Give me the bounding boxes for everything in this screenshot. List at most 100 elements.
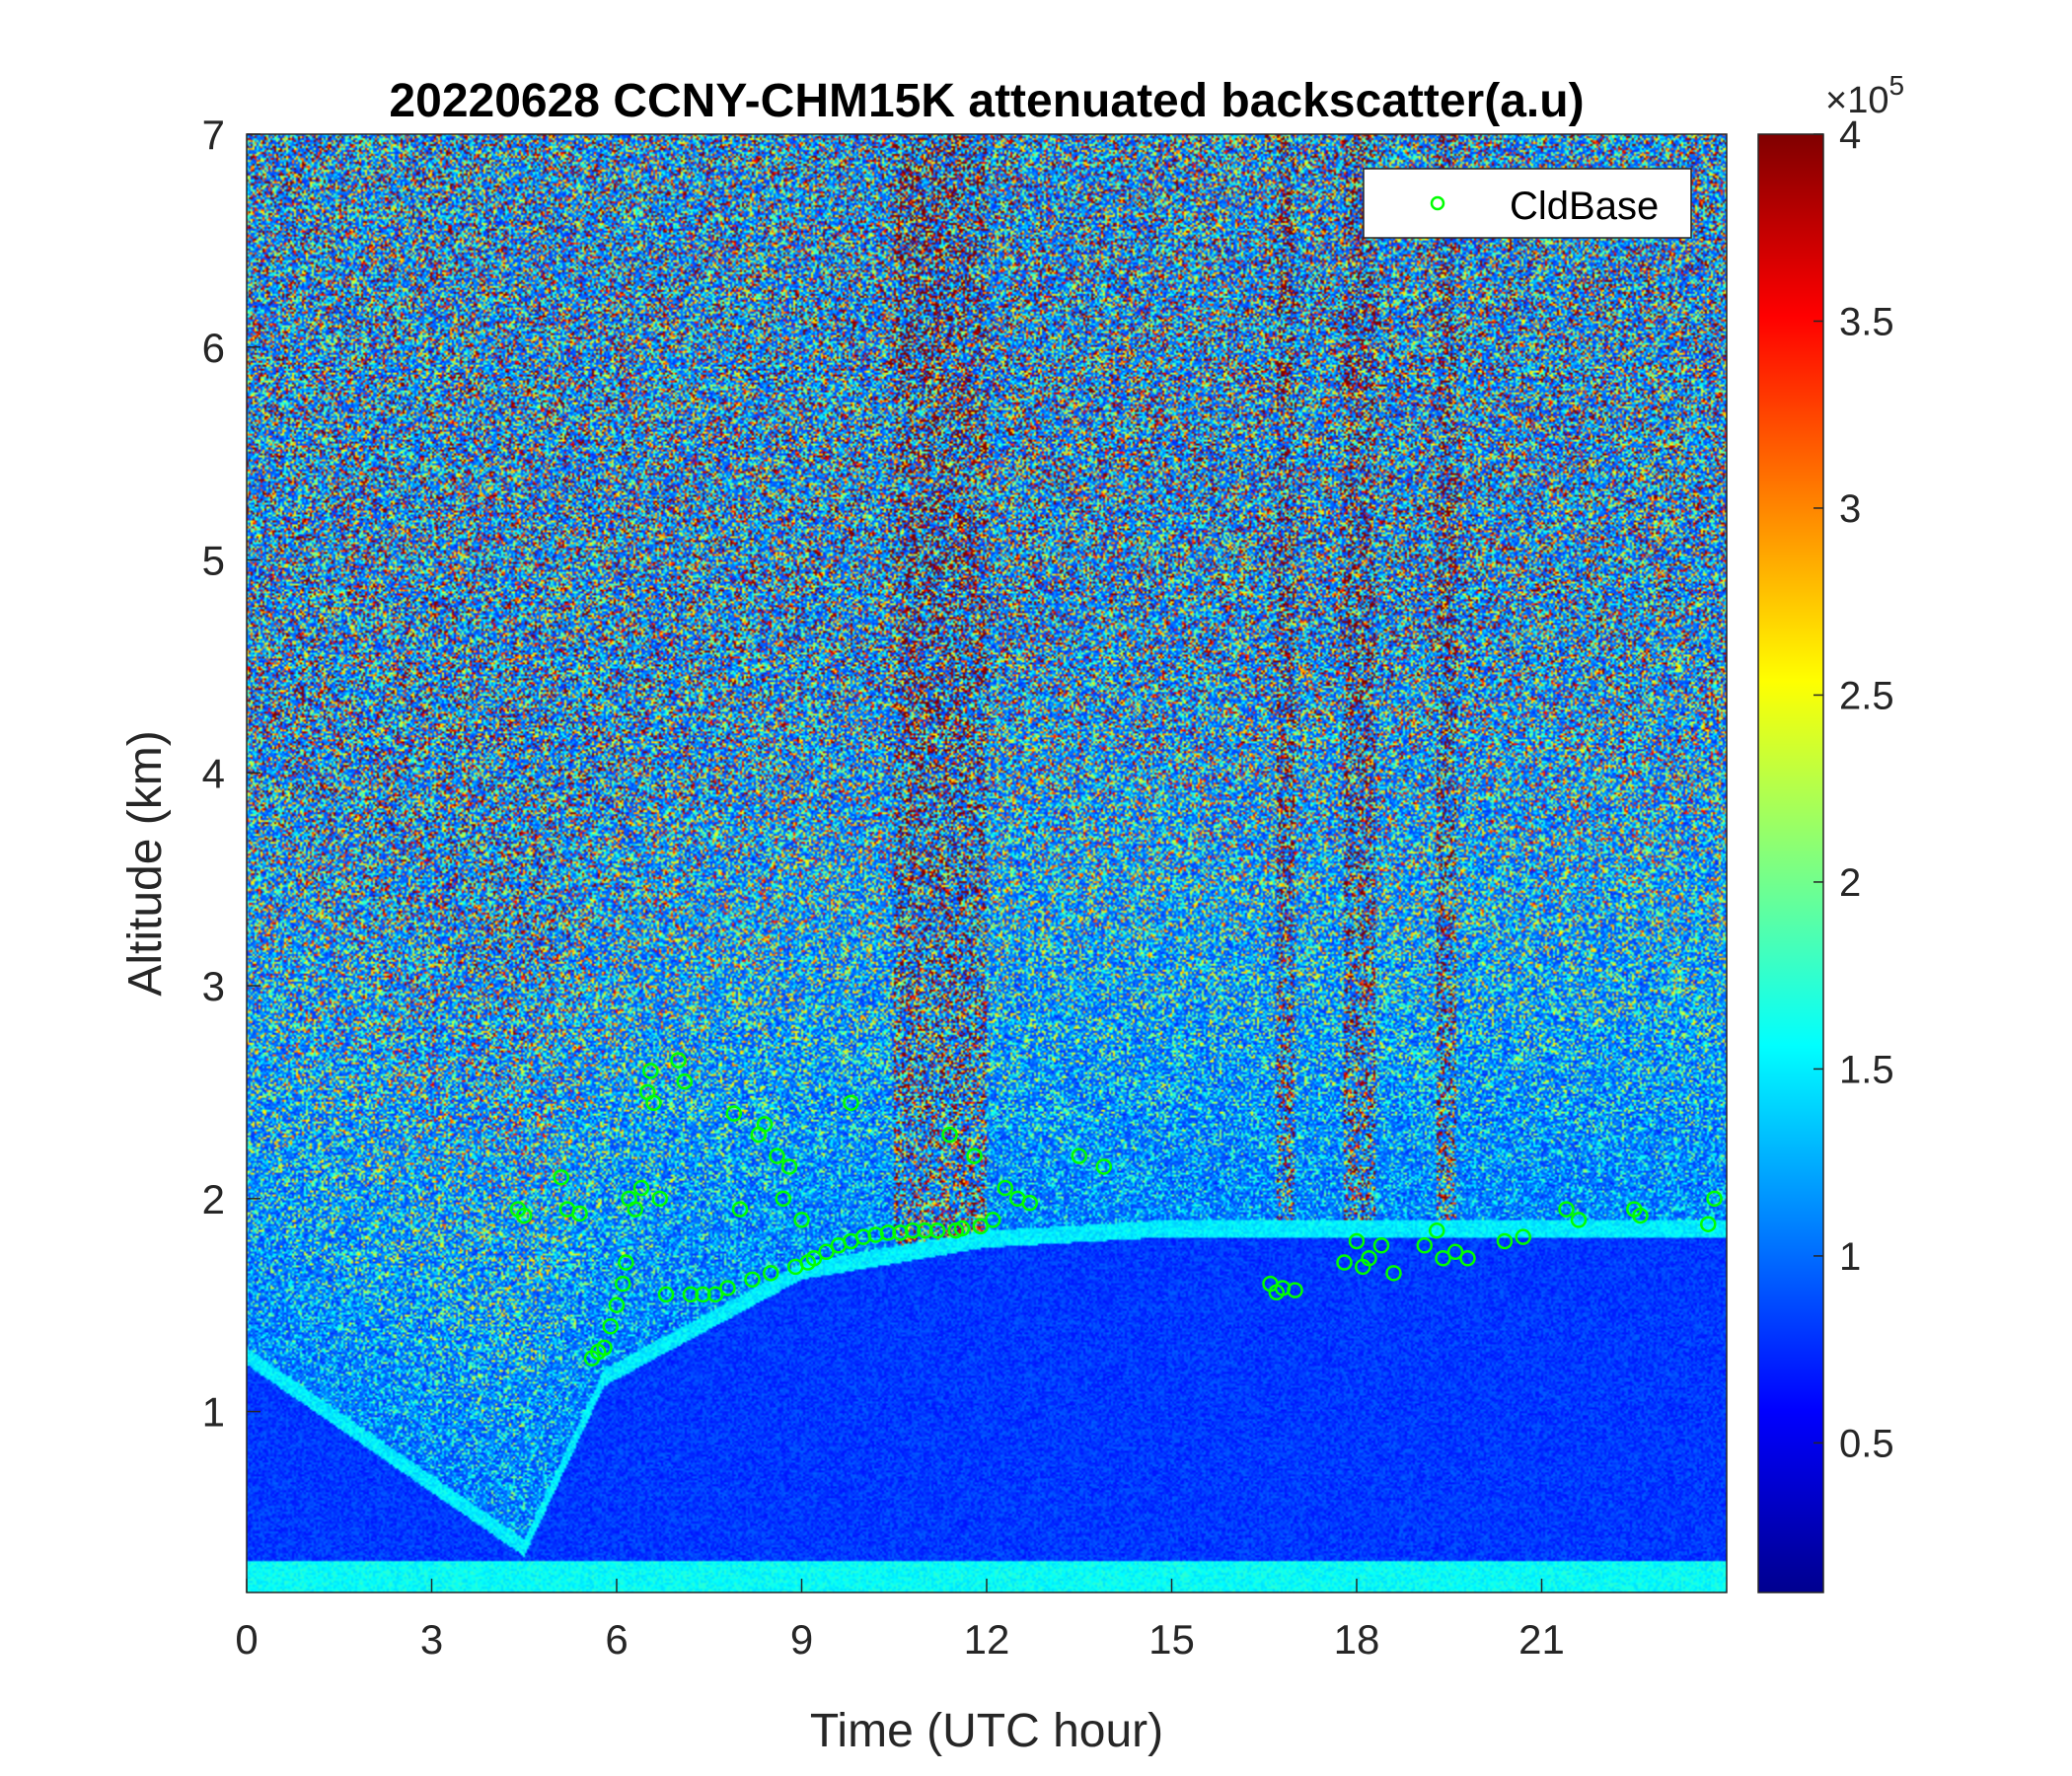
x-tick-label: 21 — [1518, 1616, 1565, 1663]
cldbase-point — [1361, 1249, 1377, 1267]
cldbase-point — [602, 1318, 619, 1335]
cldbase-point — [997, 1179, 1013, 1197]
cldbase-point — [1558, 1201, 1575, 1218]
cldbase-point — [985, 1212, 1001, 1228]
cldbase-point — [953, 1220, 971, 1237]
cldbase-point — [706, 1286, 724, 1303]
cldbase-point — [571, 1205, 588, 1222]
colorbar-tick-label: 2 — [1839, 861, 1861, 905]
colorbar-tick-label: 3.5 — [1839, 300, 1894, 343]
cldbase-point — [596, 1339, 613, 1357]
colorbar-tick-label: 1 — [1839, 1235, 1861, 1279]
cldbase-point — [670, 1052, 687, 1069]
y-tick-label: 4 — [202, 750, 225, 796]
legend-box — [1363, 168, 1692, 239]
x-tick-label: 18 — [1334, 1616, 1380, 1663]
cldbase-point — [645, 1094, 662, 1111]
cldbase-point — [1287, 1282, 1303, 1298]
x-axis-label: Time (UTC hour) — [810, 1705, 1163, 1757]
cldbase-point — [769, 1147, 785, 1164]
cldbase-point — [1385, 1265, 1402, 1282]
x-axis: 0 3 6 9 12 15 18 21 — [235, 1579, 1565, 1663]
colorbar-tick-label: 3 — [1839, 487, 1861, 531]
cldbase-point — [657, 1286, 675, 1303]
cldbase-point — [1700, 1216, 1717, 1232]
colorbar-tick-label: 0.5 — [1839, 1422, 1894, 1465]
cldbase-point — [632, 1179, 650, 1197]
cldbase-point — [725, 1105, 742, 1122]
cldbase-point — [763, 1265, 779, 1282]
cldbase-point — [1336, 1254, 1353, 1271]
cldbase-point — [805, 1249, 823, 1267]
cldbase-point — [1515, 1228, 1531, 1245]
cldbase-point — [775, 1190, 791, 1208]
cldbase-point — [1446, 1243, 1464, 1261]
cldbase-point — [1095, 1158, 1112, 1175]
cldbase-point — [682, 1286, 700, 1303]
cldbase-point — [516, 1207, 533, 1224]
cldbase-point — [695, 1286, 711, 1303]
x-tick-label: 0 — [235, 1616, 258, 1663]
cldbase-point — [1632, 1207, 1649, 1224]
cldbase-point — [904, 1221, 922, 1239]
heatmap-image — [247, 134, 1727, 1592]
cldbase-point — [744, 1271, 761, 1289]
cldbase-point — [879, 1224, 897, 1241]
cldbase-point — [627, 1201, 643, 1218]
cldbase-point — [1570, 1212, 1588, 1228]
colorbar-ramp — [1757, 133, 1824, 1593]
cldbase-point — [1496, 1232, 1514, 1250]
colorbar-exponent-power: 5 — [1888, 70, 1904, 101]
cldbase-point — [793, 1212, 810, 1228]
legend: CldBase — [1363, 168, 1692, 239]
y-tick-label: 3 — [202, 963, 225, 1009]
cldbase-point — [731, 1201, 749, 1218]
colorbar-exponent: ×105 — [1825, 70, 1904, 121]
cldbase-point — [756, 1116, 774, 1133]
colorbar-ticks: 0.5 1 1.5 2 2.5 3 3.5 4 — [1813, 113, 1894, 1465]
x-tick-label: 12 — [964, 1616, 1010, 1663]
cldbase-point — [1372, 1237, 1390, 1254]
y-tick-label: 6 — [202, 325, 225, 371]
cldbase-point — [719, 1280, 736, 1296]
cldbase-point — [615, 1275, 631, 1293]
cldbase-point — [941, 1126, 958, 1144]
heatmap — [247, 134, 1727, 1592]
x-tick-label: 9 — [790, 1616, 813, 1663]
cldbase-point — [1416, 1237, 1433, 1254]
cldbase-point — [843, 1094, 859, 1111]
y-tick-label: 1 — [202, 1389, 225, 1436]
cldbase-point — [608, 1296, 626, 1313]
cldbase-point — [676, 1073, 693, 1090]
colorbar-tick-label: 2.5 — [1839, 674, 1894, 717]
cldbase-point — [928, 1221, 946, 1239]
colorbar-tick-label: 4 — [1839, 113, 1861, 157]
y-tick-label: 7 — [202, 111, 225, 158]
cldbase-point — [618, 1254, 634, 1271]
x-tick-label: 6 — [605, 1616, 628, 1663]
cldbase-point — [818, 1243, 835, 1261]
cldbase-point — [1706, 1190, 1723, 1208]
cldbase-point — [642, 1063, 659, 1079]
colorbar: 0.5 1 1.5 2 2.5 3 3.5 4 ×105 — [1757, 70, 1904, 1593]
colorbar-tick-label: 1.5 — [1839, 1048, 1894, 1091]
cldbase-point — [1348, 1232, 1366, 1250]
cldbase-point — [780, 1158, 798, 1175]
x-tick-label: 15 — [1148, 1616, 1195, 1663]
cldbase-series — [509, 1052, 1723, 1367]
y-axis: 1 2 3 4 5 6 7 — [202, 111, 260, 1436]
cldbase-point — [1429, 1221, 1445, 1239]
cldbase-point — [553, 1169, 569, 1186]
legend-marker-icon — [1430, 195, 1445, 211]
cldbase-point — [1021, 1194, 1038, 1212]
cldbase-point — [1435, 1249, 1451, 1267]
cldbase-point — [1071, 1147, 1087, 1164]
y-tick-label: 5 — [202, 538, 225, 584]
y-tick-label: 2 — [202, 1176, 225, 1222]
cldbase-point — [1459, 1249, 1476, 1267]
colorbar-exponent-base: ×10 — [1825, 80, 1888, 121]
cldbase-point — [972, 1218, 989, 1235]
cldbase-point — [966, 1147, 983, 1164]
legend-entry-cldbase: CldBase — [1510, 185, 1659, 228]
